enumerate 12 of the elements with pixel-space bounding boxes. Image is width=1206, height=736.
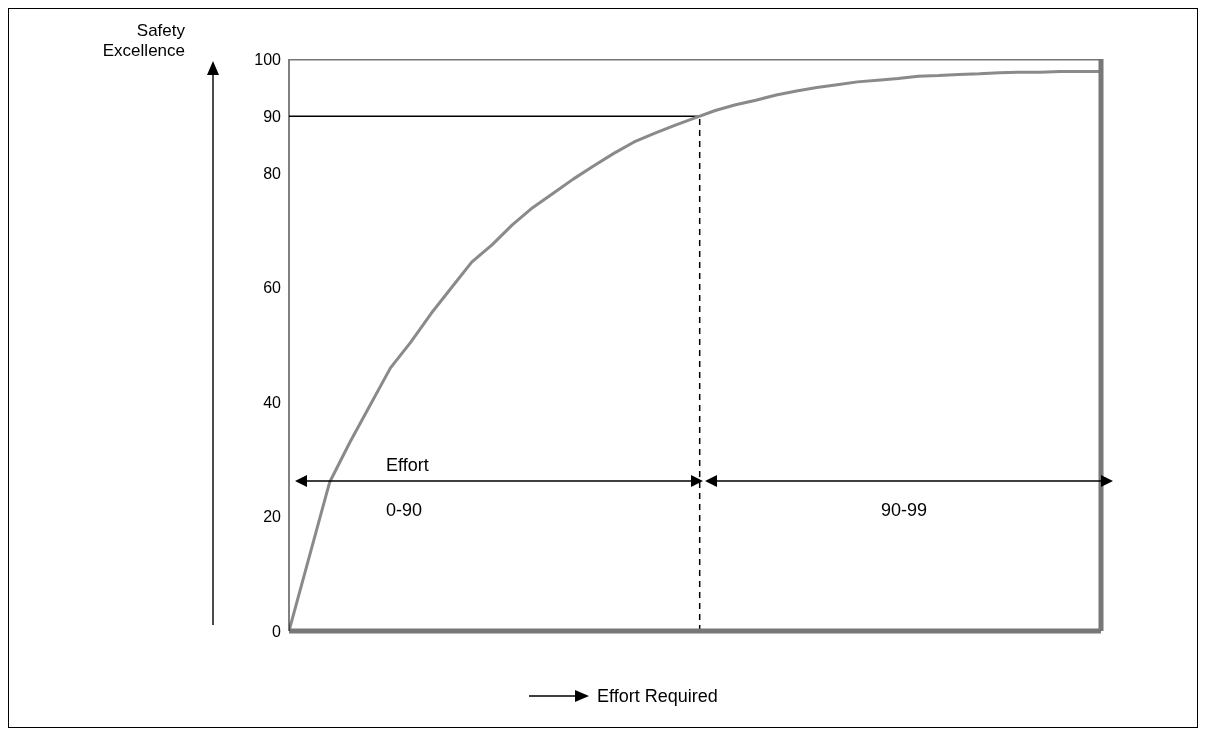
y-tick-label: 90 (263, 107, 282, 125)
x-axis-title: Effort Required (597, 686, 718, 706)
annotation: 90-99 (881, 500, 928, 520)
y-tick-label: 20 (263, 508, 282, 526)
y-tick-label: 0 (272, 622, 282, 640)
y-tick-label: 80 (263, 165, 282, 183)
annotation: 0-90 (386, 500, 423, 520)
annotation: Effort (386, 455, 429, 475)
y-axis-title: Safety Excellence (101, 21, 185, 61)
y-tick-label: 60 (263, 279, 282, 297)
y-tick-label: 40 (263, 393, 282, 411)
y-tick-label: 100 (254, 50, 282, 68)
